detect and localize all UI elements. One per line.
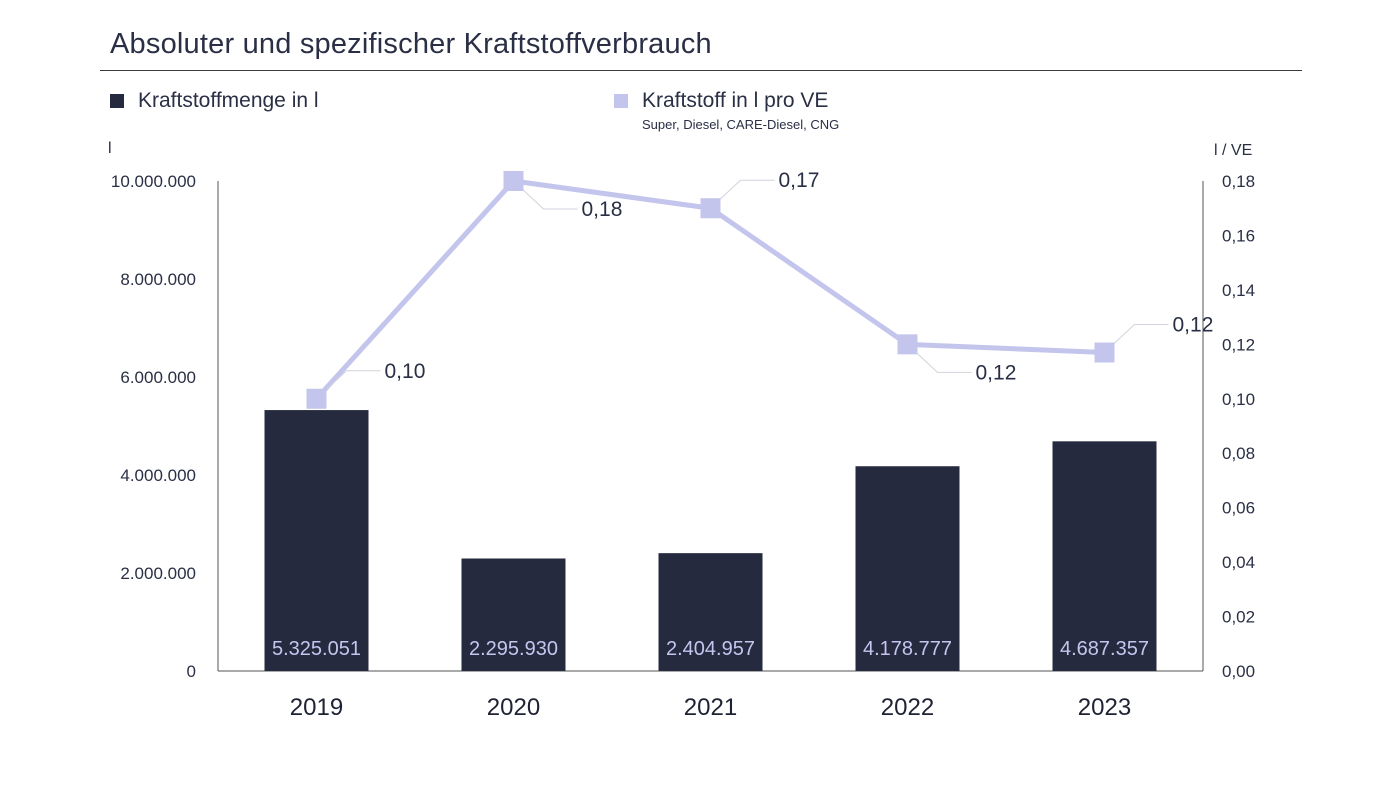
x-tick-label: 2020 [487, 694, 540, 721]
line-value-label: 0,17 [779, 169, 820, 192]
legend-subtitle-line: Super, Diesel, CARE-Diesel, CNG [642, 117, 840, 132]
legend-item-bars: Kraftstoffmenge in l [110, 89, 319, 113]
line-marker-2023 [1094, 342, 1115, 363]
bar-value-label: 2.295.930 [469, 638, 558, 660]
right-tick-label: 0,06 [1222, 499, 1255, 518]
line-marker-2021 [700, 198, 721, 219]
right-tick-label: 0,12 [1222, 335, 1255, 354]
x-tick-label: 2022 [881, 694, 934, 721]
line-value-label: 0,18 [582, 198, 623, 221]
right-tick-label: 0,08 [1222, 444, 1255, 463]
right-tick-label: 0,16 [1222, 226, 1255, 245]
legend-item-line: Kraftstoff in l pro VE [614, 89, 828, 113]
line-value-label: 0,12 [976, 361, 1017, 384]
right-tick-label: 0,18 [1222, 172, 1255, 191]
legend-swatch-bars [110, 94, 124, 108]
bar-2022 [855, 466, 960, 671]
bar-2020 [461, 558, 566, 671]
left-tick-label: 2.000.000 [120, 564, 196, 583]
line-marker-2019 [306, 388, 327, 409]
line-marker-2020 [503, 171, 524, 191]
legend-swatch-line [614, 94, 628, 108]
bar-value-label: 2.404.957 [666, 638, 755, 660]
line-marker-2022 [897, 334, 918, 355]
right-tick-label: 0,14 [1222, 281, 1255, 300]
left-axis-unit: l [108, 140, 112, 157]
x-tick-label: 2023 [1078, 694, 1131, 721]
x-tick-label: 2021 [684, 694, 737, 721]
line-value-label: 0,12 [1173, 314, 1214, 337]
bar-2021 [658, 553, 763, 671]
bar-2023 [1052, 441, 1157, 671]
legend-label-line: Kraftstoff in l pro VE [642, 89, 829, 112]
bar-value-label: 5.325.051 [272, 638, 361, 660]
right-tick-label: 0,02 [1222, 608, 1255, 627]
bar-value-label: 4.687.357 [1060, 638, 1149, 660]
left-tick-label: 8.000.000 [120, 270, 196, 289]
legend-label-bars: Kraftstoffmenge in l [138, 89, 319, 112]
bar-value-label: 4.178.777 [863, 638, 952, 660]
title-divider [100, 70, 1302, 71]
line-value-label: 0,10 [385, 360, 426, 383]
left-tick-label: 6.000.000 [120, 368, 196, 387]
left-tick-label: 0 [187, 662, 196, 681]
left-tick-label: 10.000.000 [111, 172, 196, 191]
right-tick-label: 0,00 [1222, 662, 1255, 681]
x-tick-label: 2019 [290, 694, 343, 721]
bar-2019 [264, 410, 369, 671]
left-tick-label: 4.000.000 [120, 466, 196, 485]
right-tick-label: 0,04 [1222, 553, 1255, 572]
chart-title: Absoluter und spezifischer Kraftstoffver… [110, 28, 712, 60]
right-tick-label: 0,10 [1222, 390, 1255, 409]
right-axis-unit: l / VE [1214, 142, 1253, 159]
